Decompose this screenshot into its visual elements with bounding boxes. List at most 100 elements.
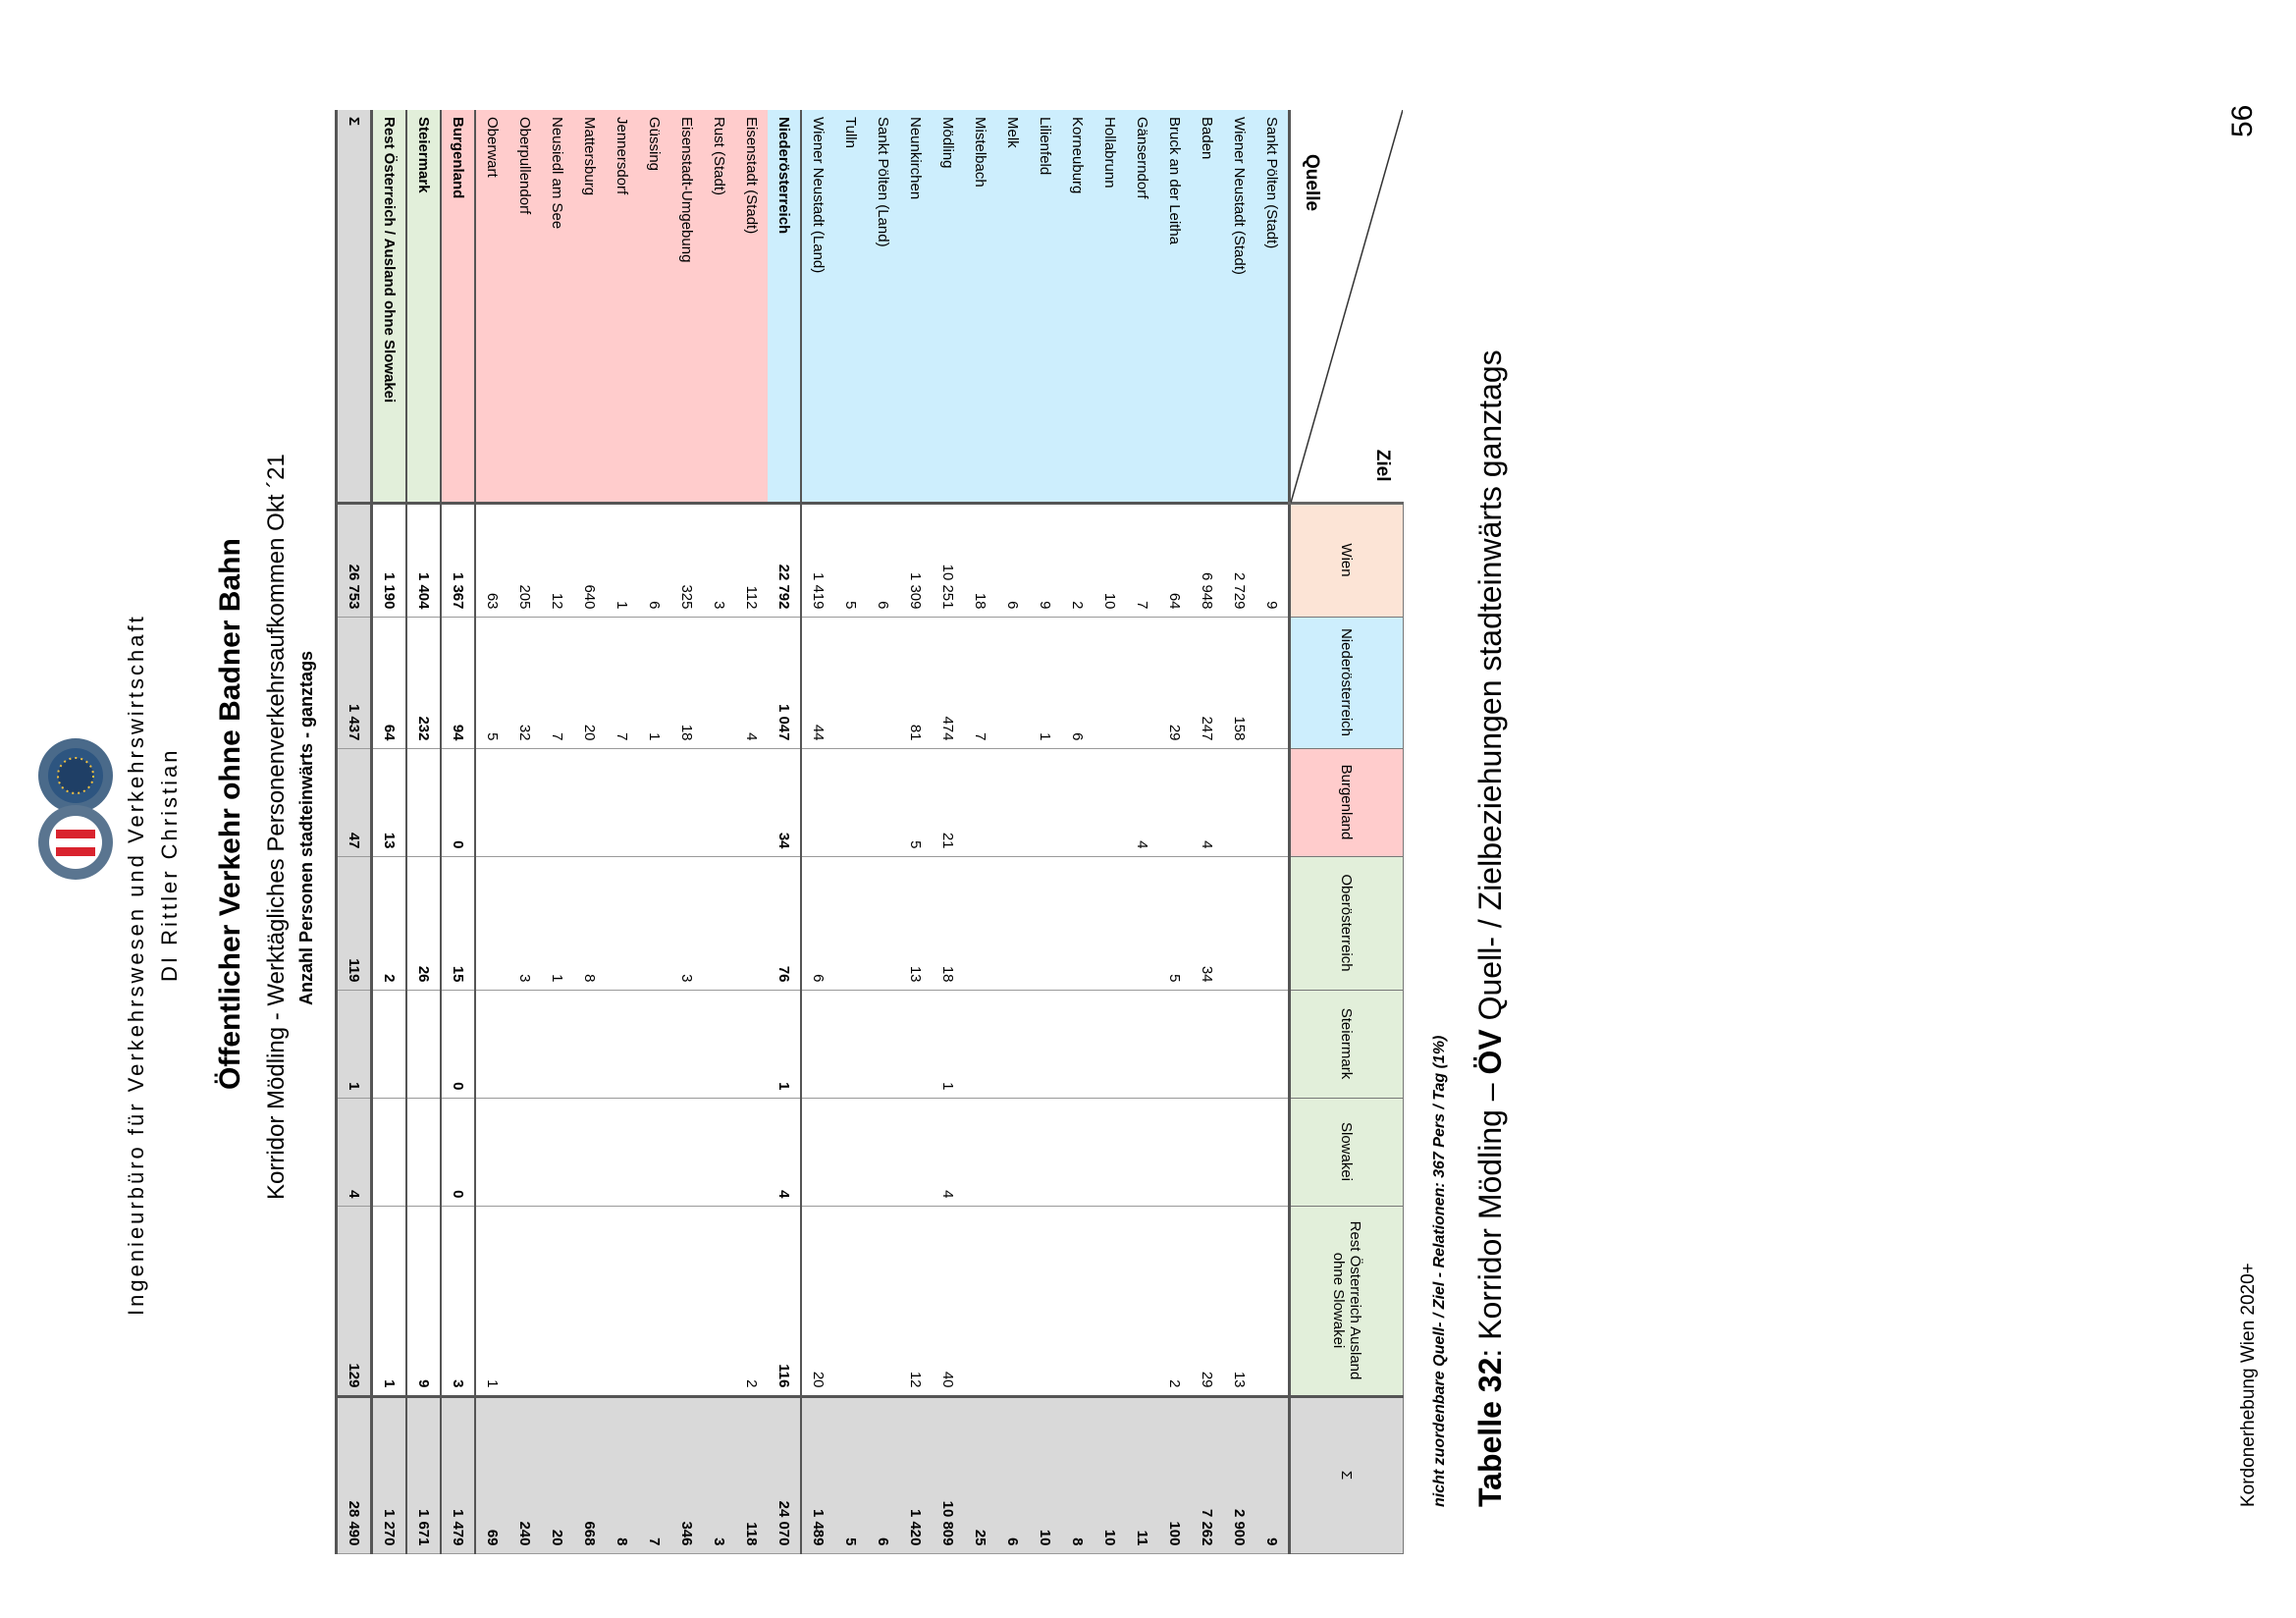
table-cell (801, 748, 834, 856)
table-cell: 12 (899, 1206, 932, 1396)
table-cell (638, 990, 670, 1098)
caption-text-a: : Korridor Mödling – (1472, 1074, 1508, 1358)
table-cell (508, 748, 541, 856)
table-cell: 6 (996, 1396, 1029, 1553)
row-label: Rest Österreich / Ausland ohne Slowakei (371, 110, 406, 503)
table-cell: 2 729 (1223, 503, 1255, 617)
table-row: Gänserndorf 7 4 11 (1126, 110, 1158, 1553)
table-cell (606, 1098, 638, 1206)
table-cell: 15 (441, 856, 475, 990)
table-cell (406, 1098, 441, 1206)
table-cell (735, 1098, 768, 1206)
row-label: Baden (1191, 110, 1223, 503)
table-cell (801, 1098, 834, 1206)
table-cell (735, 990, 768, 1098)
table-cell: 64 (1158, 503, 1191, 617)
row-label: Hollabrunn (1094, 110, 1126, 503)
table-cell (1126, 1098, 1158, 1206)
table-cell (867, 1098, 899, 1206)
table-caption: Tabelle 32: Korridor Mödling – ÖV Quell-… (1472, 350, 1509, 1507)
table-cell: 8 (1061, 1396, 1094, 1553)
table-cell: 112 (735, 503, 768, 617)
table-cell (606, 1206, 638, 1396)
table-row: Mattersburg 640 20 8 668 (573, 110, 606, 1553)
row-label: Melk (996, 110, 1029, 503)
table-cell (638, 1098, 670, 1206)
table-cell (996, 1206, 1029, 1396)
row-label: Mistelbach (964, 110, 996, 503)
od-matrix-table: Ziel Quelle Wien Niederösterreich Burgen… (335, 110, 1404, 1554)
table-cell: 3 (703, 1396, 735, 1553)
row-label: Sankt Pölten (Land) (867, 110, 899, 503)
table-cell: 18 (932, 856, 964, 990)
table-cell: 119 (336, 856, 372, 990)
table-cell (834, 856, 867, 990)
table-cell: 1 (638, 617, 670, 748)
table-cell: 22 792 (768, 503, 801, 617)
table-cell: 47 (336, 748, 372, 856)
table-cell: 0 (441, 748, 475, 856)
table-cell (1029, 748, 1061, 856)
row-label: Burgenland (441, 110, 475, 503)
row-label: Neunkirchen (899, 110, 932, 503)
table-cell: 1 (606, 503, 638, 617)
table-cell (834, 748, 867, 856)
row-label: Steiermark (406, 110, 441, 503)
table-cell: 1 047 (768, 617, 801, 748)
table-cell (371, 990, 406, 1098)
table-cell (834, 617, 867, 748)
table-cell: 25 (964, 1396, 996, 1553)
table-cell: 10 (1094, 1396, 1126, 1553)
table-cell: 32 (508, 617, 541, 748)
table-cell (606, 990, 638, 1098)
table-cell (670, 1206, 703, 1396)
table-cell (801, 990, 834, 1098)
table-row: Wiener Neustadt (Land) 1 419 44 6 20 1 489 (801, 110, 834, 1553)
table-cell: 4 (1126, 748, 1158, 856)
table-cell: 20 (801, 1206, 834, 1396)
table-cell (1094, 856, 1126, 990)
table-cell: 63 (475, 503, 508, 617)
column-header: Slowakei (1289, 1098, 1404, 1206)
table-cell (1029, 990, 1061, 1098)
table-cell (1061, 990, 1094, 1098)
table-cell: 346 (670, 1396, 703, 1553)
table-cell (899, 1098, 932, 1206)
table-cell (1191, 1098, 1223, 1206)
row-label: Eisenstadt-Umgebung (670, 110, 703, 503)
caption-text-b: Quell- / Zielbeziehungen stadteinwärts g… (1472, 350, 1508, 1030)
table-cell: 6 (801, 856, 834, 990)
column-header: Steiermark (1289, 990, 1404, 1098)
table-cell: 4 (735, 617, 768, 748)
table-cell: 1 (1029, 617, 1061, 748)
row-label: Korneuburg (1061, 110, 1094, 503)
table-cell: 1 420 (899, 1396, 932, 1553)
table-cell: 81 (899, 617, 932, 748)
table-cell: 26 753 (336, 503, 372, 617)
table-cell: 3 (441, 1206, 475, 1396)
page-number: 56 (2226, 104, 2259, 137)
corner-diagonal (1291, 110, 1404, 503)
table-cell (1223, 748, 1255, 856)
row-label: Mödling (932, 110, 964, 503)
table-cell: 1 (932, 990, 964, 1098)
table-cell: 6 (867, 503, 899, 617)
table-cell: 2 (1158, 1206, 1191, 1396)
table-cell (406, 990, 441, 1098)
table-row: Wiener Neustadt (Stadt) 2 729 158 13 2 900 (1223, 110, 1255, 1553)
table-cell (867, 856, 899, 990)
table-cell (508, 990, 541, 1098)
table-cell: 6 (867, 1396, 899, 1553)
table-cell: 34 (768, 748, 801, 856)
table-cell: 2 900 (1223, 1396, 1255, 1553)
table-cell: 7 (541, 617, 573, 748)
table-cell (638, 748, 670, 856)
table-cell: 2 (1061, 503, 1094, 617)
table-cell (867, 990, 899, 1098)
table-corner: Ziel Quelle (1289, 110, 1404, 503)
row-label: Lilienfeld (1029, 110, 1061, 503)
document-subtitle: Korridor Mödling - Werktägliches Persone… (263, 454, 290, 1200)
table-cell: 474 (932, 617, 964, 748)
header-company-name: Ingenieurbüro für Verkehrswesen und Verk… (124, 614, 148, 1316)
table-body: Sankt Pölten (Stadt) 9 9 Wiener Neustadt (S… (336, 110, 1290, 1553)
